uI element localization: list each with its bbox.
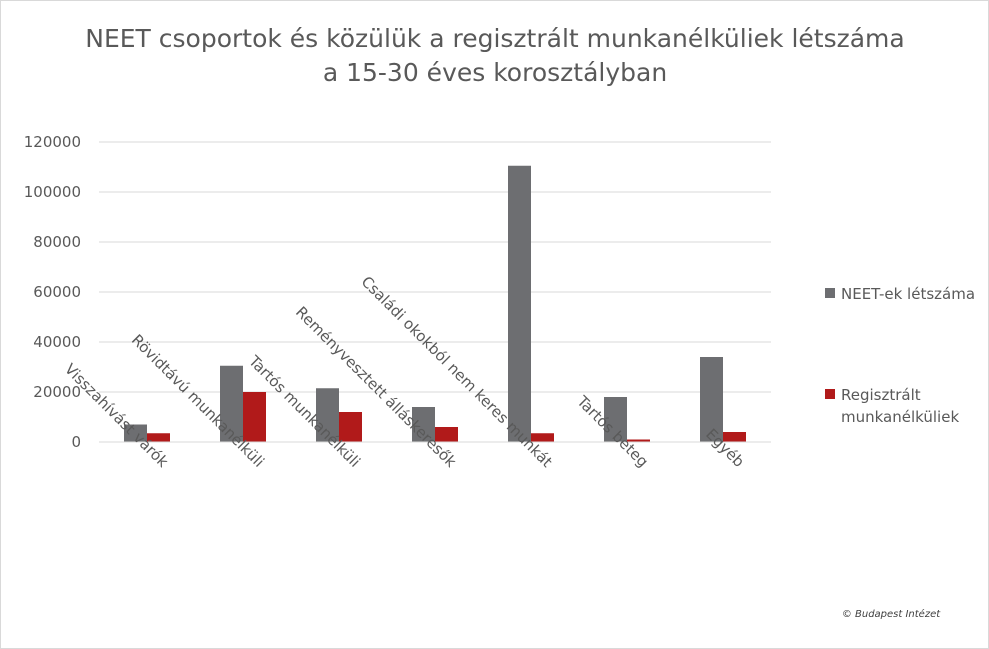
x-category-label: Visszahívást várók xyxy=(61,360,172,471)
legend-swatch-1 xyxy=(825,288,835,298)
y-tick-label: 20000 xyxy=(33,383,81,401)
bar-series-2-6 xyxy=(627,439,650,442)
bar-series-1-7 xyxy=(700,357,723,442)
chart-title-line-2: a 15-30 éves korosztályban xyxy=(323,58,667,87)
y-tick-label: 120000 xyxy=(24,133,81,151)
y-tick-label: 0 xyxy=(71,433,81,451)
chart-title-line-1: NEET csoportok és közülük a regisztrált … xyxy=(85,24,904,53)
y-tick-label: 80000 xyxy=(33,233,81,251)
x-category-label: Reményvesztett álláskeresők xyxy=(292,303,460,471)
y-tick-label: 60000 xyxy=(33,283,81,301)
bar-series-2-1 xyxy=(147,433,170,442)
bar-series-2-3 xyxy=(339,412,362,442)
legend: NEET-ek létszáma Regisztrált munkanélkülie… xyxy=(825,285,975,426)
credit-text: © Budapest Intézet xyxy=(842,608,941,620)
gridlines xyxy=(99,141,771,393)
y-tick-label: 40000 xyxy=(33,333,81,351)
legend-label-2: munkanélküliek xyxy=(841,408,959,426)
legend-label-1: NEET-ek létszáma xyxy=(841,285,975,303)
bar-series-1-6 xyxy=(604,397,627,442)
bar-series-1-1 xyxy=(124,424,147,442)
bar-series-2-5 xyxy=(531,433,554,442)
bar-series-1-5 xyxy=(508,165,531,442)
legend-swatch-2 xyxy=(825,389,835,399)
y-tick-label: 100000 xyxy=(24,183,81,201)
bar-series-1-4 xyxy=(412,407,435,442)
bar-series-1-3 xyxy=(316,388,339,442)
bar-series-1-2 xyxy=(220,365,243,442)
bar-series-2-4 xyxy=(435,427,458,442)
bar-series-2-7 xyxy=(723,432,746,442)
y-axis-ticks: 0 20000 40000 60000 80000 100000 120000 xyxy=(24,133,81,451)
bar-series-2-2 xyxy=(243,392,266,442)
bars xyxy=(124,165,746,442)
x-category-label: Egyéb xyxy=(702,425,748,471)
legend-label-2: Regisztrált xyxy=(841,386,921,404)
